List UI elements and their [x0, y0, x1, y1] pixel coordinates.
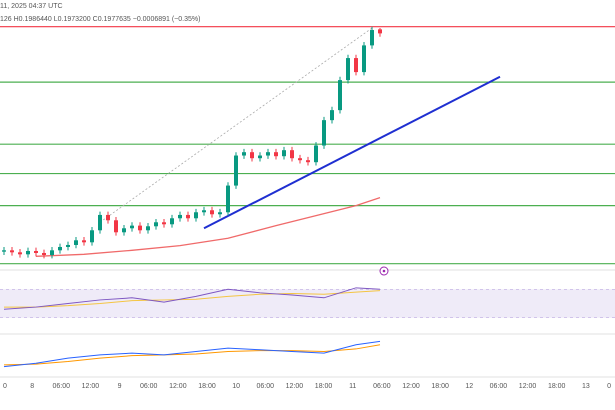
x-tick-label: 12:00	[82, 383, 100, 390]
candle-body	[250, 152, 254, 159]
candle-body	[90, 230, 94, 243]
candle-body	[154, 222, 158, 227]
candle-body	[170, 218, 174, 225]
rsi-signal	[4, 290, 381, 308]
candle-body	[186, 214, 190, 219]
alert-icon-dot	[382, 269, 386, 273]
trendline	[203, 75, 501, 230]
x-tick-label: 13	[582, 383, 590, 390]
header: 11, 2025 04:37 UTC	[0, 3, 63, 10]
x-tick-label: 06:00	[140, 383, 158, 390]
rsi-line	[3, 287, 381, 310]
candle-body	[218, 212, 222, 215]
x-tick-label: 9	[118, 383, 122, 390]
candle-body	[298, 158, 302, 161]
x-tick-label: 11	[349, 383, 356, 390]
candle-body	[210, 210, 214, 215]
x-tick-label: 12	[465, 383, 473, 390]
x-tick-label: 06:00	[257, 383, 275, 390]
candle-body	[82, 240, 86, 243]
x-tick-label: 06:00	[373, 383, 391, 390]
x-tick-label: 12:00	[519, 383, 537, 390]
candle-body	[50, 250, 54, 255]
x-tick-label: 18:00	[198, 383, 216, 390]
candle-body	[74, 240, 78, 245]
candle-body	[162, 222, 166, 225]
candle-body	[282, 150, 286, 157]
candle-body	[146, 226, 150, 231]
x-tick-label: 12:00	[286, 383, 304, 390]
x-tick-label: 18:00	[315, 383, 333, 390]
candle-body	[290, 150, 294, 159]
candle-body	[66, 244, 70, 247]
candle-body	[346, 58, 350, 81]
x-tick-label: 06:00	[490, 383, 508, 390]
candle-body	[34, 250, 38, 253]
candle-body	[226, 185, 230, 213]
x-tick-label: 0	[3, 383, 7, 390]
macd-signal	[3, 344, 381, 366]
candle-body	[18, 252, 22, 255]
x-tick-label: 12:00	[402, 383, 420, 390]
candle-body	[354, 58, 358, 73]
x-tick-label: 10	[232, 383, 240, 390]
candle-body	[42, 252, 46, 255]
candle-body	[202, 210, 206, 213]
candle-body	[98, 214, 102, 231]
x-tick-label: 0	[607, 383, 611, 390]
x-tick-label: 18:00	[548, 383, 566, 390]
candle-body	[314, 145, 318, 163]
candle-body	[370, 30, 374, 46]
candle-body	[234, 155, 238, 186]
candle-body	[130, 225, 134, 229]
moving-average	[35, 196, 381, 257]
candle-body	[122, 228, 126, 233]
candle-body	[26, 250, 30, 255]
x-tick-label: 06:00	[53, 383, 71, 390]
candle-body	[258, 155, 262, 159]
macd-line	[3, 340, 381, 368]
candle-body	[322, 120, 326, 146]
candle-body	[178, 214, 182, 219]
candle-body	[242, 152, 246, 156]
candle-body	[378, 29, 382, 34]
x-tick-label: 8	[30, 383, 34, 390]
candle-body	[114, 220, 118, 233]
x-tick-label: 18:00	[431, 383, 449, 390]
candle-body	[306, 160, 310, 163]
candle-body	[138, 225, 142, 231]
candle-body	[266, 152, 270, 156]
candle-body	[338, 80, 342, 111]
candle-body	[10, 250, 14, 253]
candle-body	[274, 152, 278, 157]
candle-body	[362, 45, 366, 73]
candle-body	[2, 250, 6, 252]
candle-body	[106, 214, 110, 221]
candle-body	[58, 246, 62, 251]
ohlc-text: 126 H0.1986440 L0.1973200 C0.1977635 −0.…	[0, 16, 200, 23]
candle-body	[194, 212, 198, 219]
candle-body	[330, 110, 334, 121]
x-tick-label: 12:00	[169, 383, 187, 390]
